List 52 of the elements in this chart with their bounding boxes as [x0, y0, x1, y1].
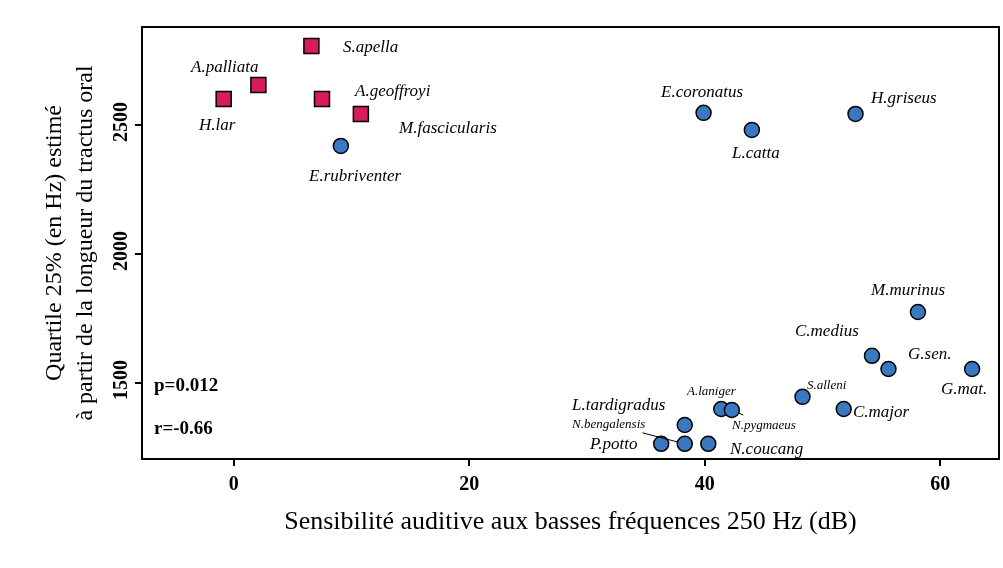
y-tick-label: 2500 [109, 101, 132, 142]
point [723, 401, 741, 419]
point [794, 388, 811, 406]
x-axis-title: Sensibilité auditive aux basses fréquences 250 Hz (dB) [284, 505, 857, 535]
y-axis-title: Quartile 25% (en Hz) estimé à partir de la longueur du tractus oral [39, 65, 97, 421]
point [352, 105, 370, 123]
annotation: P.potto [589, 434, 638, 453]
point [863, 347, 881, 365]
annotation: M.fascicularis [398, 118, 498, 137]
y-tick-label: 2000 [109, 230, 132, 271]
annotation: L.tardigradus [571, 395, 666, 414]
annotation: M.murinus [870, 280, 946, 299]
annotation: N.coucang [729, 439, 804, 458]
x-tick-label: 20 [459, 471, 480, 494]
y-tick-label: 1500 [109, 359, 132, 400]
point [880, 360, 897, 378]
annotation: G.sen. [908, 344, 952, 363]
x-tick-label: 40 [694, 471, 715, 494]
annotation: C.major [853, 402, 910, 421]
annotation: E.rubriventer [308, 166, 402, 185]
annotation: S.alleni [807, 377, 847, 392]
point [963, 360, 981, 378]
annotation: A.laniger [686, 383, 737, 398]
annotation: H.lar [198, 115, 236, 134]
point [313, 90, 331, 108]
annotation: E.coronatus [660, 82, 744, 101]
annotation: r=-0.66 [154, 417, 213, 438]
point [700, 435, 717, 453]
point [652, 435, 670, 453]
x-tick-label: 60 [930, 471, 951, 494]
annotation: S.apella [343, 37, 399, 56]
point [676, 435, 693, 453]
point [909, 303, 927, 321]
annotation: N.bengalensis [571, 416, 646, 431]
annotation: A.palliata [190, 57, 259, 76]
point [215, 90, 232, 108]
point [835, 400, 852, 418]
annotation: H.griseus [870, 88, 938, 107]
point [676, 416, 693, 434]
point [250, 76, 267, 94]
annotation: G.mat. [941, 379, 988, 398]
point [743, 121, 761, 139]
x-tick-label: 0 [228, 471, 239, 494]
annotation: N.pygmaeus [731, 417, 796, 432]
annotation: C.medius [795, 321, 860, 340]
point [303, 37, 320, 55]
point [695, 104, 712, 122]
annotation: p=0.012 [154, 374, 219, 395]
point [332, 137, 350, 155]
point [847, 105, 864, 123]
annotation: A.geoffroyi [354, 81, 431, 100]
annotation: L.catta [731, 143, 780, 162]
